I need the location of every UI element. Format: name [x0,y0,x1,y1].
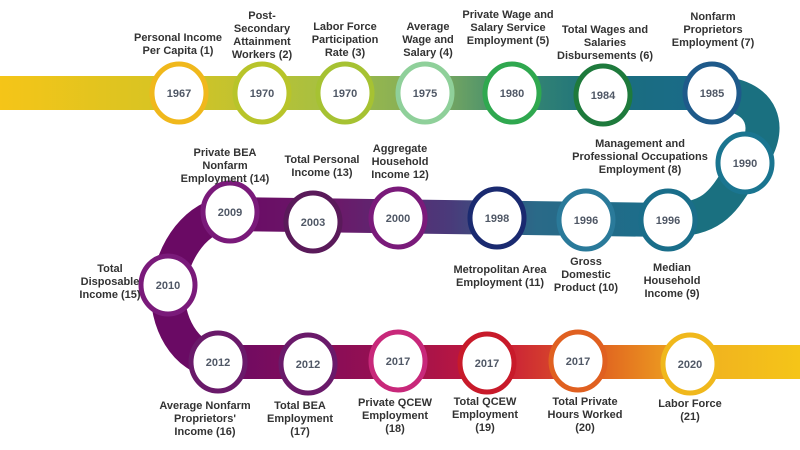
milestone-node: 2010 [138,253,198,317]
milestone-label: Private QCEW Employment (18) [358,397,432,435]
milestone-label: Nonfarm Proprietors Employment (7) [671,11,755,49]
milestone-circle [283,190,343,254]
milestone-year: 2020 [678,359,702,371]
milestone-year: 1998 [485,213,509,225]
milestone-circle [188,330,248,394]
milestone-year: 1996 [656,215,680,227]
milestone-circle [149,61,209,125]
milestone-label: Labor Force Participation Rate (3) [311,21,379,59]
milestone-circle [200,180,260,244]
milestone-node: 1975 [395,61,455,125]
milestone-year: 2003 [301,217,325,229]
milestone-label: Aggregate Household Income 12) [371,143,429,181]
milestone-label: Total Wages and Salaries Disbursements (… [557,24,653,62]
milestone-label: Total BEA Employment (17) [266,400,334,438]
milestone-node: 1996 [556,188,616,252]
milestone-year: 2017 [386,356,410,368]
milestone-circle [368,329,428,393]
milestone-year: 1980 [500,88,524,100]
milestone-node: 2017 [457,331,517,395]
milestone-circle [315,61,375,125]
milestone-year: 2017 [475,358,499,370]
milestone-node: 2003 [283,190,343,254]
milestone-circle [682,61,742,125]
milestone-node: 1996 [638,188,698,252]
milestone-node: 1967 [149,61,209,125]
milestone-year: 1975 [413,88,437,100]
milestone-year: 1967 [167,88,191,100]
milestone-node: 1980 [482,61,542,125]
milestone-year: 1970 [250,88,274,100]
milestone-circle [556,188,616,252]
milestone-year: 1970 [333,88,357,100]
milestone-year: 2017 [566,356,590,368]
milestone-label: Average Nonfarm Proprietors' Income (16) [159,400,251,438]
milestone-label: Personal Income Per Capita (1) [133,32,223,57]
milestone-node: 2017 [548,329,608,393]
milestone-circle [138,253,198,317]
milestone-circle [573,63,633,127]
milestone-label: Metropolitan Area Employment (11) [453,264,547,289]
milestone-node: 2020 [660,332,720,396]
milestone-node: 1998 [467,186,527,250]
milestone-label: Management and Professional Occupations … [572,138,708,176]
milestone-node: 1990 [715,131,775,195]
milestone-year: 2012 [296,359,320,371]
milestone-label: Private Wage and Salary Service Employme… [462,9,554,47]
milestone-node: 1984 [573,63,633,127]
milestone-year: 1990 [733,158,757,170]
milestone-year: 1996 [574,215,598,227]
milestone-node: 2000 [368,186,428,250]
milestone-circle [395,61,455,125]
milestone-year: 2000 [386,213,410,225]
milestone-circle [467,186,527,250]
milestone-circle [548,329,608,393]
milestone-circle [368,186,428,250]
milestone-label: Total Disposable Income (15) [79,263,141,301]
milestone-label: Private BEA Nonfarm Employment (14) [180,147,270,185]
milestone-label: Median Household Income (9) [643,262,701,300]
milestone-year: 2009 [218,207,242,219]
milestone-node: 2012 [278,332,338,396]
milestone-year: 1985 [700,88,724,100]
milestone-circle [278,332,338,396]
milestone-year: 2012 [206,357,230,369]
milestone-circle [457,331,517,395]
milestone-node: 2009 [200,180,260,244]
milestone-label: Total Private Hours Worked (20) [547,396,623,434]
milestone-node: 2012 [188,330,248,394]
milestone-node: 1970 [232,61,292,125]
milestone-year: 2010 [156,280,180,292]
milestone-label: Labor Force (21) [658,398,722,423]
milestone-label: Total QCEW Employment (19) [451,396,519,434]
milestone-label: Total Personal Income (13) [284,154,360,179]
milestone-label: Post- Secondary Attainment Workers (2) [231,10,293,61]
milestone-circle [660,332,720,396]
milestone-label: Gross Domestic Product (10) [553,256,619,294]
milestone-label: Average Wage and Salary (4) [402,21,454,59]
milestone-circle [638,188,698,252]
milestone-circle [482,61,542,125]
milestone-year: 1984 [591,90,616,102]
milestone-node: 1985 [682,61,742,125]
milestone-node: 2017 [368,329,428,393]
milestone-circle [715,131,775,195]
milestone-circle [232,61,292,125]
milestone-node: 1970 [315,61,375,125]
